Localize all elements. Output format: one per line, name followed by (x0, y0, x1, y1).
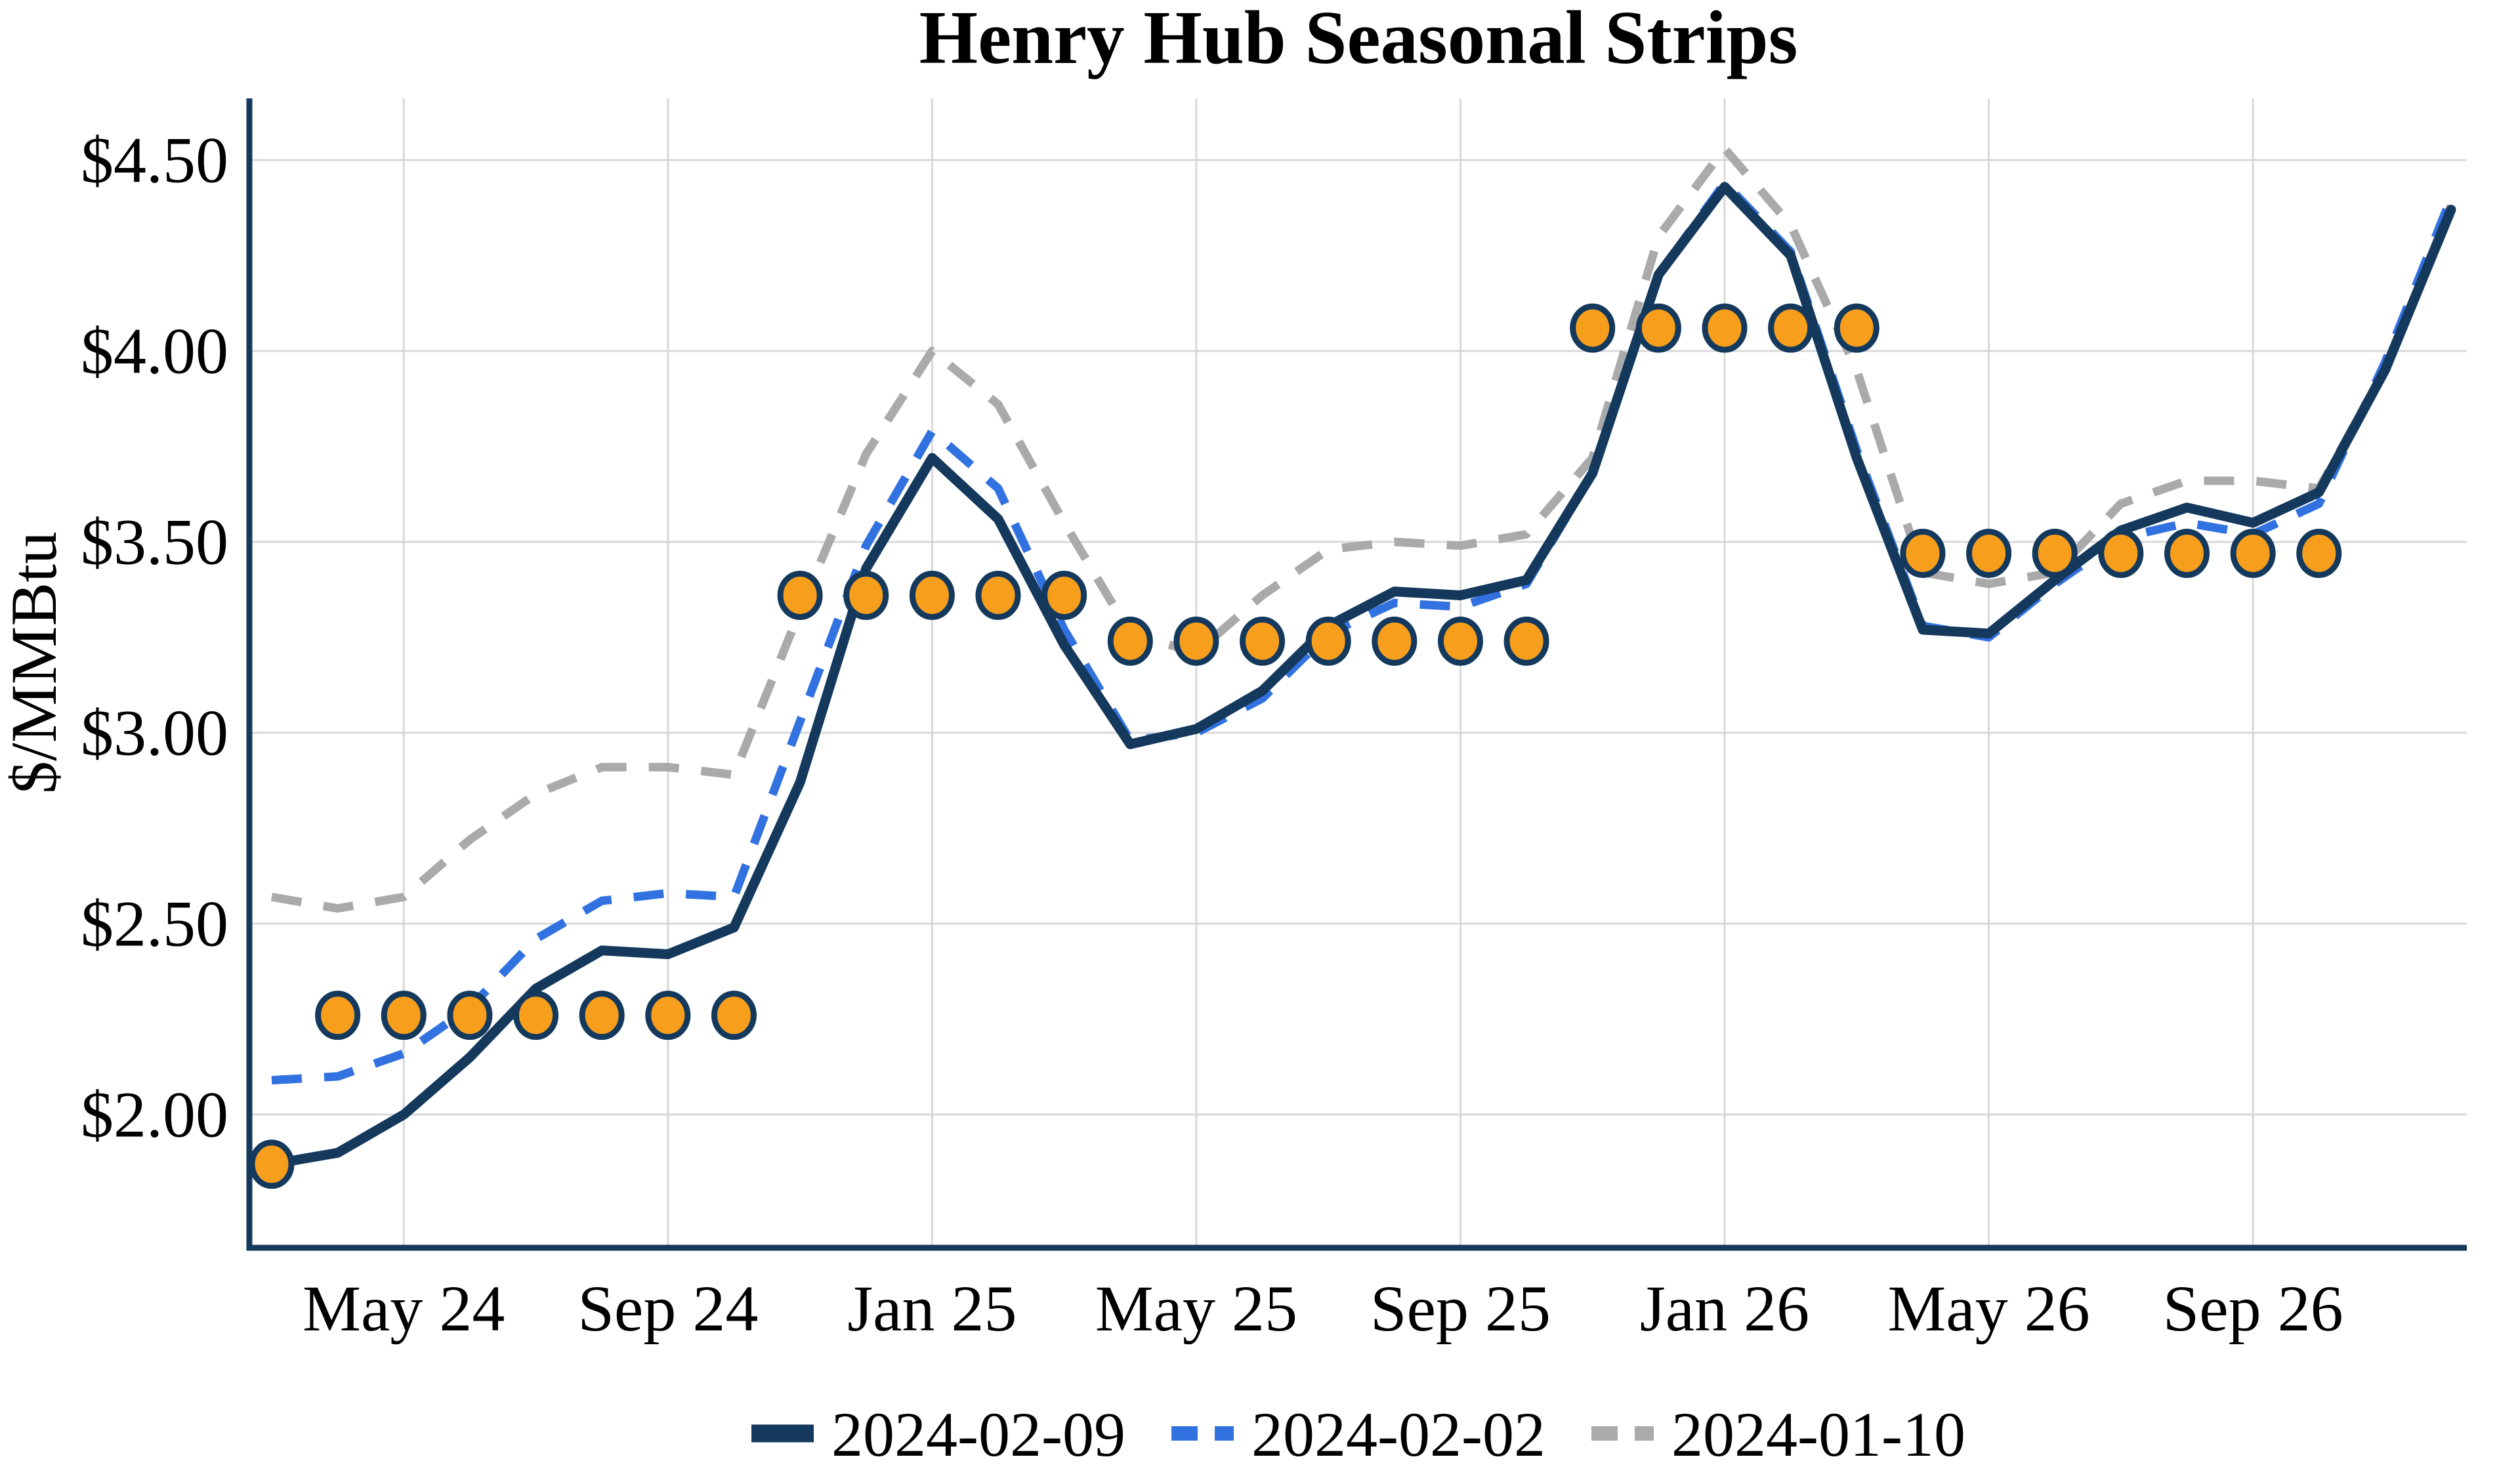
strip-marker-Nov24-Mar25 (843, 570, 889, 620)
strip-marker-Nov24-Mar25 (1041, 570, 1087, 620)
y-tick-label: $3.50 (81, 506, 228, 579)
x-axis-tick-labels: May 24 Sep 24 Jan 25 May 25 Sep 25 Jan 26 May … (303, 1272, 2343, 1345)
y-axis-label: $/MMBtu (0, 531, 70, 794)
x-tick-label: Sep 25 (1370, 1272, 1551, 1345)
strip-marker-Nov25-Mar26 (1768, 303, 1814, 353)
strip-marker-Nov24-Mar25 (777, 570, 823, 620)
y-tick-label: $2.50 (81, 888, 228, 960)
strip-marker-Nov25-Mar26 (1570, 303, 1616, 353)
strip-marker-Apr24-Oct24 (645, 991, 691, 1040)
gridlines (249, 98, 2467, 1248)
strip-marker-Apr26-Oct26 (1966, 528, 2012, 578)
strip-marker-Apr25-Oct25 (1372, 616, 1418, 666)
strip-marker-Apr24-Oct24 (315, 991, 361, 1040)
strip-markers (249, 303, 2342, 1189)
strip-marker-Apr24-Oct24 (513, 991, 559, 1040)
strip-marker-Nov25-Mar26 (1635, 303, 1681, 353)
series-lines (266, 144, 2456, 1170)
legend-label: 2024-01-10 (1671, 1399, 1965, 1470)
strip-marker-Nov24-Mar25 (909, 570, 955, 620)
chart-title: Henry Hub Seasonal Strips (919, 0, 1798, 79)
strip-marker-Apr26-Oct26 (2296, 528, 2342, 578)
legend: 2024-02-09 2024-02-02 2024-01-10 (751, 1399, 1965, 1470)
legend-item: 2024-02-02 (1171, 1399, 1545, 1470)
legend-item: 2024-02-09 (751, 1399, 1125, 1470)
strip-marker-Apr24-Oct24 (447, 991, 493, 1040)
strip-marker-Apr25-Oct25 (1240, 616, 1286, 666)
legend-item: 2024-01-10 (1591, 1399, 1965, 1470)
x-tick-label: Jan 25 (847, 1272, 1017, 1345)
series-line-2024-01-10 (270, 144, 2456, 913)
strip-marker-Nov25-Mar26 (1834, 303, 1880, 353)
x-tick-label: Jan 26 (1640, 1272, 1809, 1345)
series-line-2024-02-02 (271, 178, 2456, 1085)
strip-marker-prompt-month (249, 1140, 295, 1189)
legend-label: 2024-02-02 (1251, 1399, 1545, 1470)
y-tick-label: $4.00 (81, 315, 228, 388)
strip-marker-Apr26-Oct26 (1900, 528, 1946, 578)
strip-marker-Apr26-Oct26 (2032, 528, 2078, 578)
strip-marker-Apr26-Oct26 (2098, 528, 2144, 578)
strip-marker-Apr25-Oct25 (1107, 616, 1153, 666)
strip-marker-Apr24-Oct24 (579, 991, 625, 1040)
x-tick-label: May 26 (1887, 1272, 2090, 1345)
y-tick-label: $2.00 (81, 1079, 228, 1151)
y-axis-tick-labels: $2.00 $2.50 $3.00 $3.50 $4.00 $4.50 (81, 124, 228, 1151)
y-tick-label: $4.50 (81, 124, 228, 197)
x-tick-label: Sep 26 (2163, 1272, 2343, 1345)
strip-marker-Apr26-Oct26 (2230, 528, 2276, 578)
x-tick-label: May 25 (1095, 1272, 1297, 1345)
strip-marker-Apr25-Oct25 (1305, 616, 1351, 666)
strip-marker-Nov25-Mar26 (1702, 303, 1748, 353)
strip-marker-Apr24-Oct24 (711, 991, 757, 1040)
axis-spines (246, 98, 2467, 1251)
strip-marker-Apr25-Oct25 (1173, 616, 1219, 666)
x-tick-label: Sep 24 (578, 1272, 758, 1345)
series-line-2024-02-09 (266, 182, 2456, 1170)
strip-marker-Apr25-Oct25 (1437, 616, 1483, 666)
y-tick-label: $3.00 (81, 697, 228, 770)
strip-marker-Apr26-Oct26 (2164, 528, 2210, 578)
x-tick-label: May 24 (303, 1272, 505, 1345)
strip-marker-Apr24-Oct24 (381, 991, 427, 1040)
strip-marker-Apr25-Oct25 (1503, 616, 1549, 666)
strip-marker-Nov24-Mar25 (975, 570, 1021, 620)
legend-label: 2024-02-09 (831, 1399, 1125, 1470)
